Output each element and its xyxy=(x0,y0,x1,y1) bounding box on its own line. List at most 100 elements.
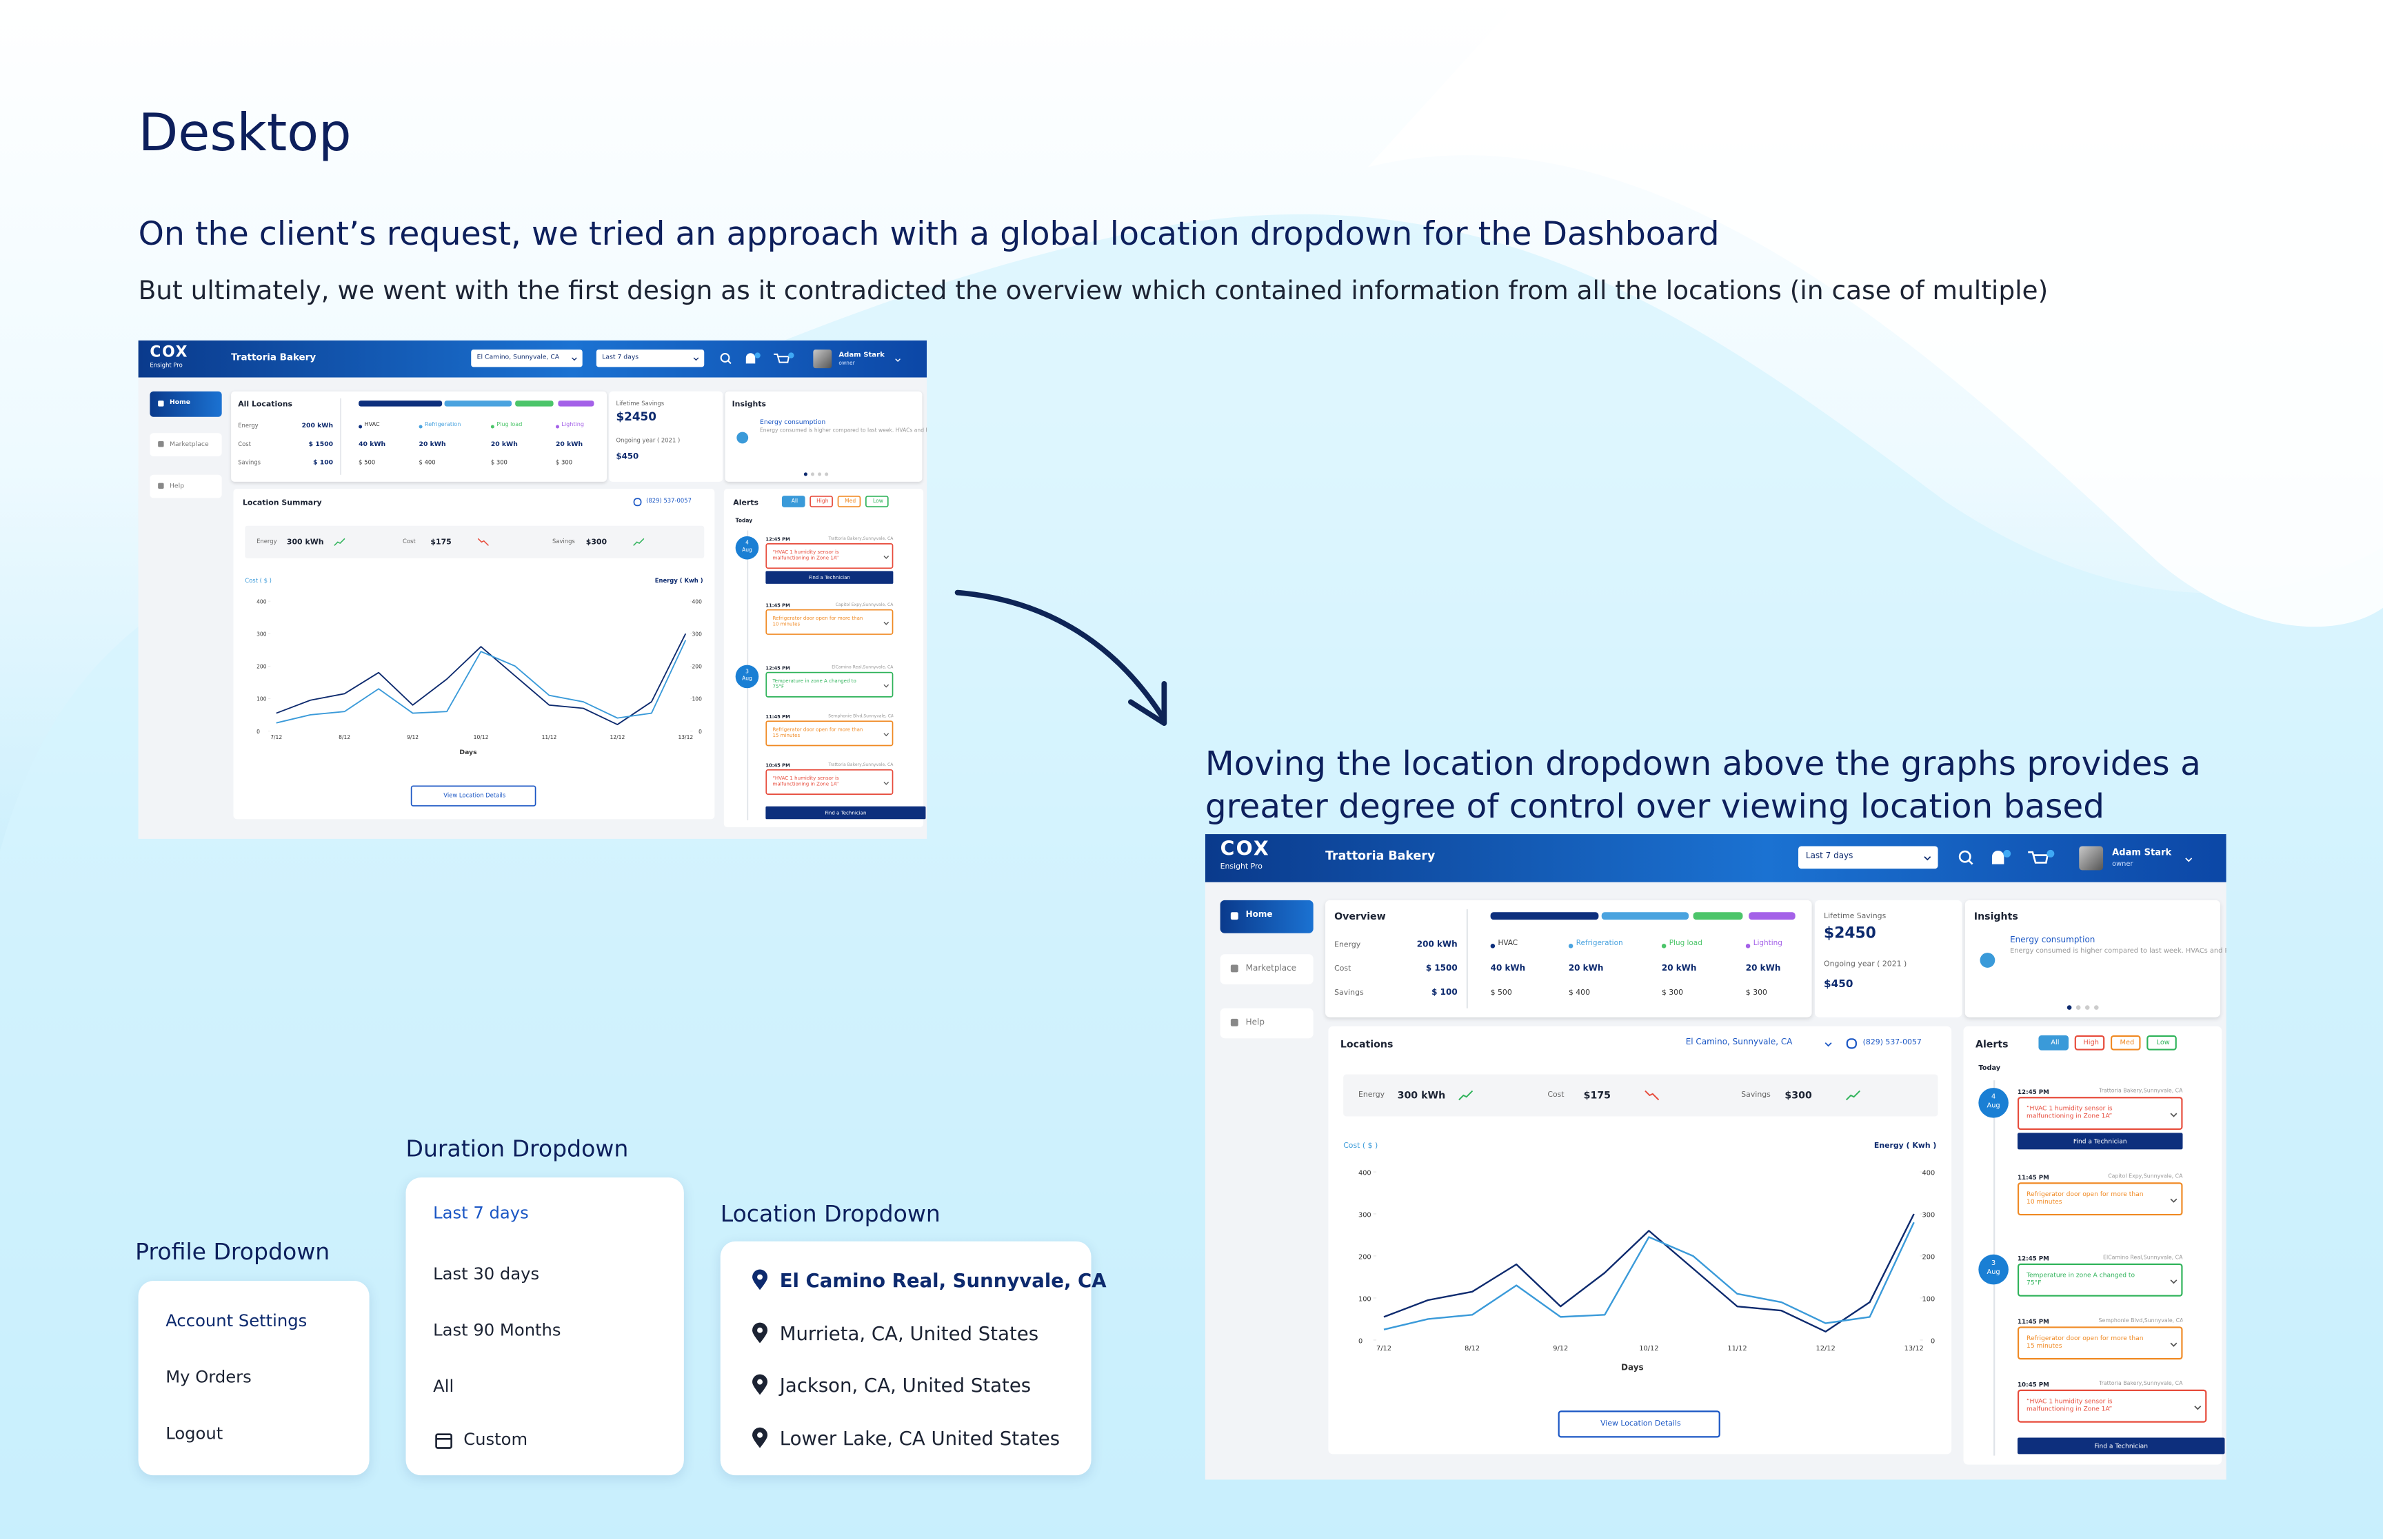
icon xyxy=(1458,1090,1474,1101)
chevron xyxy=(883,781,889,785)
alert-time: 11:45 PM xyxy=(2017,1173,2049,1182)
menu-item[interactable]: Last 30 days xyxy=(433,1264,540,1284)
alert-card[interactable]: Refrigerator door open for more than 10 … xyxy=(2017,1182,2183,1216)
icon xyxy=(752,1374,768,1395)
filter-pill[interactable]: All xyxy=(781,496,805,507)
nav-item[interactable]: Help xyxy=(150,474,222,498)
alert-card[interactable]: “HVAC 1 humidity sensor is malfunctionin… xyxy=(765,769,894,795)
filter-pill[interactable]: Med xyxy=(2110,1035,2141,1051)
insight-heading: Energy consumption xyxy=(2010,936,2095,946)
y2-tick-label: 0 xyxy=(1931,1337,1935,1345)
alert-time: 11:45 PM xyxy=(765,713,790,720)
button[interactable]: View Location Details xyxy=(1558,1410,1720,1438)
y-tick-label: 300 xyxy=(257,631,267,638)
menu-item[interactable]: Last 7 days xyxy=(433,1203,529,1224)
technician-button[interactable]: Find a Technician xyxy=(765,571,894,584)
alert-card[interactable]: “HVAC 1 humidity sensor is malfunctionin… xyxy=(2017,1097,2183,1131)
alert-card[interactable]: Temperature in zone A changed to 75°F xyxy=(2017,1263,2183,1297)
chevron xyxy=(883,556,889,559)
y2-tick-label: 400 xyxy=(1922,1169,1935,1177)
alert-card[interactable]: “HVAC 1 humidity sensor is malfunctionin… xyxy=(765,543,894,569)
column-energy: 40 kWh xyxy=(1490,964,1526,974)
stats-box: Energy 300 kWh Cost $175 Savings $300 xyxy=(1343,1074,1938,1117)
menu-item[interactable]: My Orders xyxy=(165,1367,252,1388)
date-day: 4 xyxy=(745,540,749,547)
alert-place: Semphonie Blvd,Sunnyvale, CA xyxy=(2098,1317,2183,1324)
date-badge: 4 Aug xyxy=(735,536,759,560)
filter-pill[interactable]: Med xyxy=(837,496,861,507)
button-label: Find a Technician xyxy=(2073,1137,2127,1145)
menu-item[interactable]: Lower Lake, CA United States xyxy=(779,1426,1060,1449)
menu-item[interactable]: Custom xyxy=(463,1430,528,1450)
filter-pill[interactable]: High xyxy=(2074,1035,2105,1051)
icon xyxy=(752,1321,768,1343)
icon xyxy=(572,357,577,361)
filter-pill[interactable]: Low xyxy=(865,496,889,507)
icon xyxy=(334,538,345,546)
data-line xyxy=(1383,1222,1915,1330)
button[interactable]: View Location Details xyxy=(410,785,536,807)
icon xyxy=(883,733,889,737)
trend-icon xyxy=(477,538,489,546)
nav-item[interactable]: Help xyxy=(1220,1008,1314,1039)
line-chart: 0 100 200 300 400 0 100 200 300 400 7/12 8/12 9/12 10… xyxy=(257,598,702,740)
nav-item[interactable]: Marketplace xyxy=(150,433,222,456)
select[interactable]: Last 7 days xyxy=(1798,846,1938,869)
select[interactable]: El Camino, Sunnyvale, CA xyxy=(471,349,583,367)
technician-button[interactable]: Find a Technician xyxy=(765,806,926,820)
bell-icon xyxy=(745,353,756,364)
menu-item[interactable]: Jackson, CA, United States xyxy=(779,1373,1032,1397)
nav-icon xyxy=(1230,964,1238,973)
bell-icon xyxy=(1991,851,2004,864)
filter-pill[interactable]: High xyxy=(810,496,833,507)
icon xyxy=(2194,1406,2202,1410)
x-tick-label: 8/12 xyxy=(1465,1345,1480,1352)
card-title: Overview xyxy=(1334,911,1386,923)
icon xyxy=(2170,1198,2178,1203)
alert-card[interactable]: Refrigerator door open for more than 15 … xyxy=(765,720,894,747)
filter-pill[interactable]: All xyxy=(2038,1035,2069,1051)
badge xyxy=(2003,849,2011,858)
data-line xyxy=(1383,1213,1915,1333)
nav-item[interactable]: Home xyxy=(150,391,222,417)
technician-button[interactable]: Find a Technician xyxy=(2017,1437,2225,1455)
insight-icon xyxy=(1980,953,1995,968)
user-name: Adam Stark xyxy=(2112,847,2172,858)
location-select[interactable]: El Camino, Sunnyvale, CA xyxy=(1685,1038,1793,1048)
alert-card[interactable]: Refrigerator door open for more than 10 … xyxy=(765,609,894,635)
menu-item[interactable]: All xyxy=(433,1376,454,1397)
alert-card[interactable]: Temperature in zone A changed to 75°F xyxy=(765,671,894,698)
savings-period: Ongoing year ( 2021 ) xyxy=(1824,960,1907,970)
stat-label: Savings xyxy=(552,538,575,546)
menu-item[interactable]: Logout xyxy=(165,1424,223,1443)
filter-pill[interactable]: Low xyxy=(2146,1035,2177,1051)
technician-button[interactable]: Find a Technician xyxy=(2017,1133,2183,1150)
y-tick-label: 200 xyxy=(1358,1253,1371,1261)
x-tick-label: 7/12 xyxy=(1376,1345,1391,1352)
alert-card[interactable]: “HVAC 1 humidity sensor is malfunctionin… xyxy=(2017,1389,2207,1423)
y2-axis-label: Energy ( Kwh ) xyxy=(1873,1142,1937,1151)
column-cost: $ 400 xyxy=(419,459,436,467)
user-role: owner xyxy=(2112,861,2133,869)
column-cost: $ 300 xyxy=(555,459,573,467)
filter-label: Med xyxy=(2120,1040,2135,1048)
chevron xyxy=(2170,1113,2178,1117)
nav-item[interactable]: Marketplace xyxy=(1220,954,1314,984)
nav-item[interactable]: Home xyxy=(1220,900,1314,933)
select[interactable]: Last 7 days xyxy=(596,349,705,367)
column-cost: $ 400 xyxy=(1568,989,1591,998)
menu-item[interactable]: El Camino Real, Sunnyvale, CA xyxy=(779,1268,1107,1292)
icon xyxy=(2170,1279,2178,1284)
menu-item[interactable]: Account Settings xyxy=(165,1311,308,1331)
alert-card[interactable]: Refrigerator door open for more than 15 … xyxy=(2017,1326,2183,1360)
filter-label: All xyxy=(791,499,798,505)
menu-item[interactable]: Last 90 Months xyxy=(433,1320,561,1341)
nav-label: Marketplace xyxy=(169,441,209,449)
menu-item[interactable]: Murrieta, CA, United States xyxy=(779,1321,1039,1344)
row-total: $ 1500 xyxy=(1425,964,1458,974)
x-tick-label: 13/12 xyxy=(1904,1345,1924,1352)
date-badge: 3 Aug xyxy=(1978,1254,2009,1285)
row-label: Energy xyxy=(238,423,259,430)
trend-icon xyxy=(1458,1090,1474,1101)
column-cost: $ 300 xyxy=(490,459,507,467)
